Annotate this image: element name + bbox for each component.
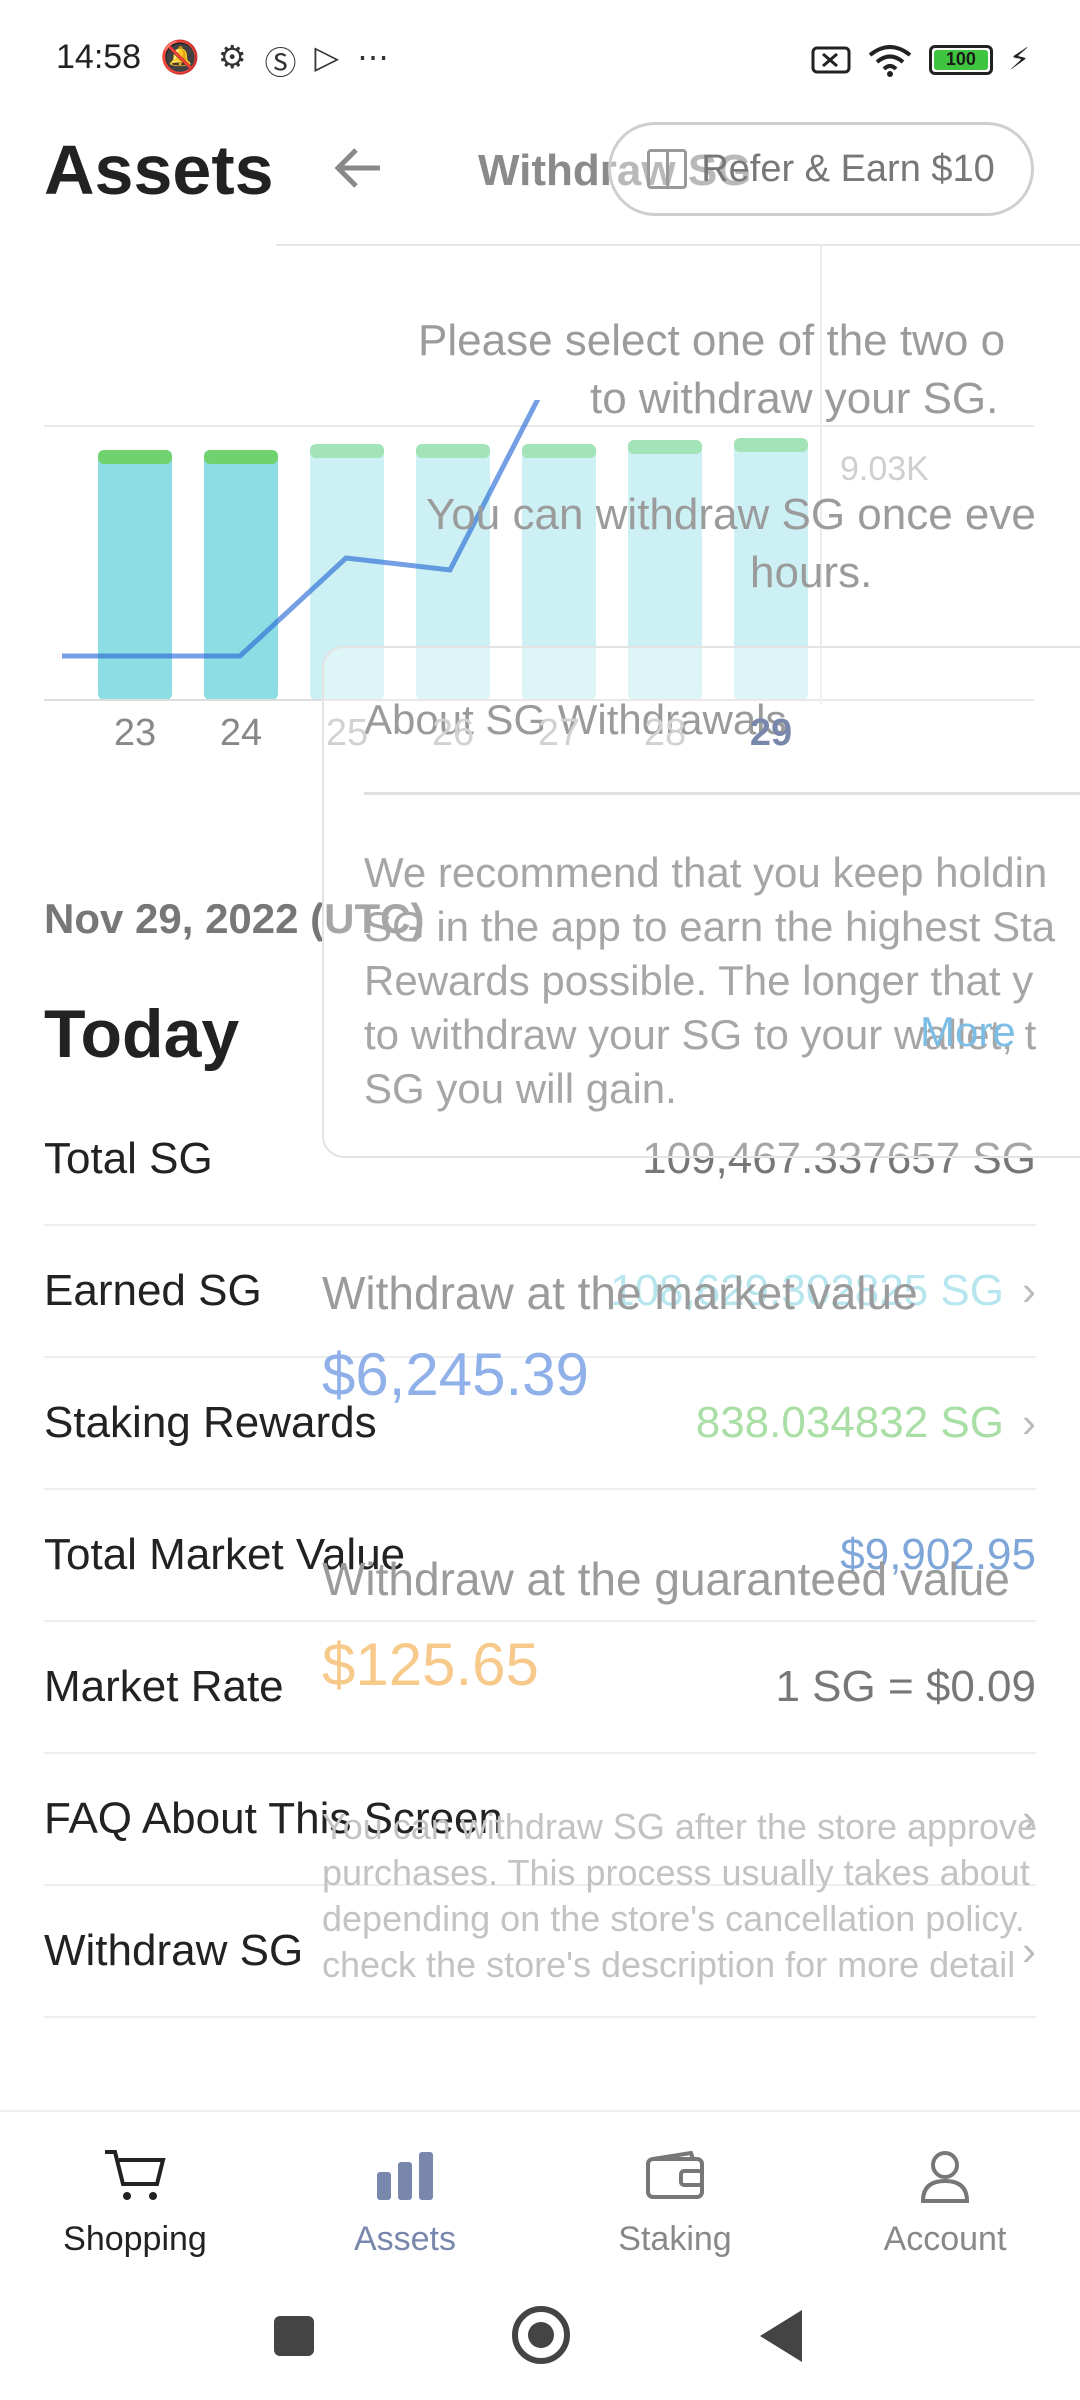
chart-bar-cap bbox=[522, 444, 596, 458]
nav-account-label: Account bbox=[883, 2220, 1007, 2258]
nav-staking-label: Staking bbox=[618, 2220, 732, 2258]
row-label: Withdraw SG bbox=[44, 1926, 304, 1975]
chevron-right-icon: › bbox=[1022, 1927, 1036, 1974]
bar-chart-icon bbox=[377, 2152, 433, 2200]
battery-icon: 100 bbox=[928, 44, 993, 75]
intro-line-1: Please select one of the two o bbox=[418, 316, 1006, 365]
row-earned-sg[interactable]: Earned SG 108,629.302825 SG › bbox=[44, 1226, 1036, 1358]
chart-tick-label[interactable]: 23 bbox=[113, 712, 157, 754]
gift-icon bbox=[647, 149, 688, 189]
chart-trend-line bbox=[62, 400, 541, 659]
chart-bar[interactable] bbox=[628, 440, 702, 700]
row-value: $9,902.95 bbox=[840, 1530, 1036, 1579]
wifi-icon bbox=[868, 44, 912, 77]
refer-earn-label: Refer & Earn $10 bbox=[701, 147, 995, 190]
row-value-wrap: 1 SG = $0.09 bbox=[775, 1662, 1036, 1712]
overlay-divider bbox=[276, 244, 1080, 246]
row-label: Total Market Value bbox=[44, 1530, 406, 1579]
today-title: Today bbox=[44, 996, 240, 1072]
chart-bar-cap bbox=[310, 444, 384, 458]
row-value: 109,467.337657 SG bbox=[642, 1134, 1036, 1183]
status-icons-right: 100 ⚡ bbox=[811, 42, 1030, 77]
chart-bar-cap bbox=[734, 438, 808, 452]
card-body-line: We recommend that you keep holdin bbox=[364, 849, 1048, 896]
page-title: Assets bbox=[44, 131, 274, 209]
cart-icon bbox=[105, 2150, 166, 2200]
row-value-wrap: $9,902.95 bbox=[840, 1530, 1036, 1580]
nav-assets-label: Assets bbox=[353, 2220, 457, 2258]
row-value: 1 SG = $0.09 bbox=[775, 1662, 1036, 1711]
chart-bar-cap bbox=[204, 450, 278, 464]
about-withdrawals-body: We recommend that you keep holdin SG in … bbox=[364, 846, 1080, 1116]
nav-account[interactable]: Account bbox=[810, 2112, 1080, 2280]
no-sim-icon bbox=[811, 46, 851, 73]
row-value-wrap: 838.034832 SG › bbox=[696, 1398, 1036, 1448]
nav-shopping-label: Shopping bbox=[63, 2220, 207, 2258]
card-heading-underline bbox=[364, 792, 1080, 795]
chart-tick-label[interactable]: 26 bbox=[431, 712, 475, 754]
back-arrow-icon[interactable] bbox=[330, 140, 386, 196]
gear-icon: ⚙ bbox=[217, 39, 247, 75]
assets-chart[interactable]: 9.03K bbox=[44, 400, 1034, 720]
person-icon bbox=[920, 2151, 970, 2203]
chart-bar[interactable] bbox=[522, 444, 596, 700]
status-time: 14:58 bbox=[56, 38, 142, 76]
row-label: Total SG bbox=[44, 1134, 213, 1183]
row-label: Market Rate bbox=[44, 1662, 284, 1711]
date-label: Nov 29, 2022 (UTC) bbox=[44, 895, 425, 942]
row-value: 838.034832 SG bbox=[695, 1398, 1004, 1447]
card-body-line: SG in the app to earn the highest Sta bbox=[364, 903, 1056, 950]
row-value-wrap: › bbox=[1004, 1927, 1036, 1975]
chart-value-label: 9.03K bbox=[840, 450, 929, 488]
chart-bar-cap bbox=[628, 440, 702, 454]
row-value: 108,629.302825 SG bbox=[610, 1266, 1004, 1315]
row-label: Earned SG bbox=[44, 1266, 262, 1315]
play-icon: ▷ bbox=[314, 39, 340, 75]
home-button[interactable] bbox=[512, 2306, 570, 2364]
nav-shopping[interactable]: Shopping bbox=[0, 2112, 270, 2280]
chart-bar[interactable] bbox=[310, 444, 384, 700]
chevron-right-icon: › bbox=[1022, 1267, 1036, 1314]
status-bar: 14:58 🔕 ⚙ Ⓢ ▷ ⋯ 100 ⚡ bbox=[0, 0, 1080, 120]
chart-bar[interactable] bbox=[98, 450, 172, 700]
chart-bar[interactable] bbox=[734, 438, 808, 700]
s-icon: Ⓢ bbox=[264, 45, 297, 81]
chart-tick-label[interactable]: 27 bbox=[537, 712, 581, 754]
nav-staking[interactable]: Staking bbox=[540, 2112, 810, 2280]
row-value-wrap: 109,467.337657 SG bbox=[642, 1134, 1036, 1184]
chart-bar[interactable] bbox=[204, 450, 278, 700]
row-withdraw-sg[interactable]: Withdraw SG › bbox=[44, 1886, 1036, 2018]
charging-icon: ⚡ bbox=[1008, 43, 1030, 76]
bottom-nav: Shopping Assets Staking Ac bbox=[0, 2110, 1080, 2280]
more-link[interactable]: More bbox=[920, 1008, 1016, 1055]
row-staking-rewards[interactable]: Staking Rewards 838.034832 SG › bbox=[44, 1358, 1036, 1490]
row-value-wrap: 108,629.302825 SG › bbox=[610, 1266, 1036, 1316]
nav-assets[interactable]: Assets bbox=[270, 2112, 540, 2280]
chevron-right-icon: › bbox=[1022, 1399, 1036, 1446]
refer-earn-button[interactable]: Refer & Earn $10 bbox=[608, 122, 1034, 216]
row-market-rate: Market Rate 1 SG = $0.09 bbox=[44, 1622, 1036, 1754]
chart-bar-cap bbox=[416, 444, 490, 458]
more-icon: ⋯ bbox=[357, 39, 390, 75]
row-total-market-value: Total Market Value $9,902.95 bbox=[44, 1490, 1036, 1622]
card-body-line: Rewards possible. The longer that y bbox=[364, 957, 1034, 1004]
row-value-wrap: › bbox=[1004, 1795, 1036, 1843]
row-label: Staking Rewards bbox=[44, 1398, 377, 1447]
recents-button[interactable] bbox=[274, 2316, 314, 2356]
chart-tick-label[interactable]: 29 bbox=[749, 712, 793, 754]
chevron-right-icon: › bbox=[1022, 1795, 1036, 1842]
chart-bar[interactable] bbox=[416, 444, 490, 700]
row-total-sg: Total SG 109,467.337657 SG bbox=[44, 1094, 1036, 1226]
status-icons-left: 🔕 ⚙ Ⓢ ▷ ⋯ bbox=[160, 38, 389, 84]
wallet-icon bbox=[646, 2151, 704, 2199]
chart-tick-label[interactable]: 25 bbox=[325, 712, 369, 754]
back-button[interactable] bbox=[760, 2310, 802, 2362]
row-label: FAQ About This Screen bbox=[44, 1794, 503, 1843]
chart-tick-label[interactable]: 24 bbox=[219, 712, 263, 754]
mute-icon: 🔕 bbox=[160, 39, 200, 75]
chart-tick-label[interactable]: 28 bbox=[643, 712, 687, 754]
chart-bar-cap bbox=[98, 450, 172, 464]
row-faq-about-this-screen[interactable]: FAQ About This Screen › bbox=[44, 1754, 1036, 1886]
